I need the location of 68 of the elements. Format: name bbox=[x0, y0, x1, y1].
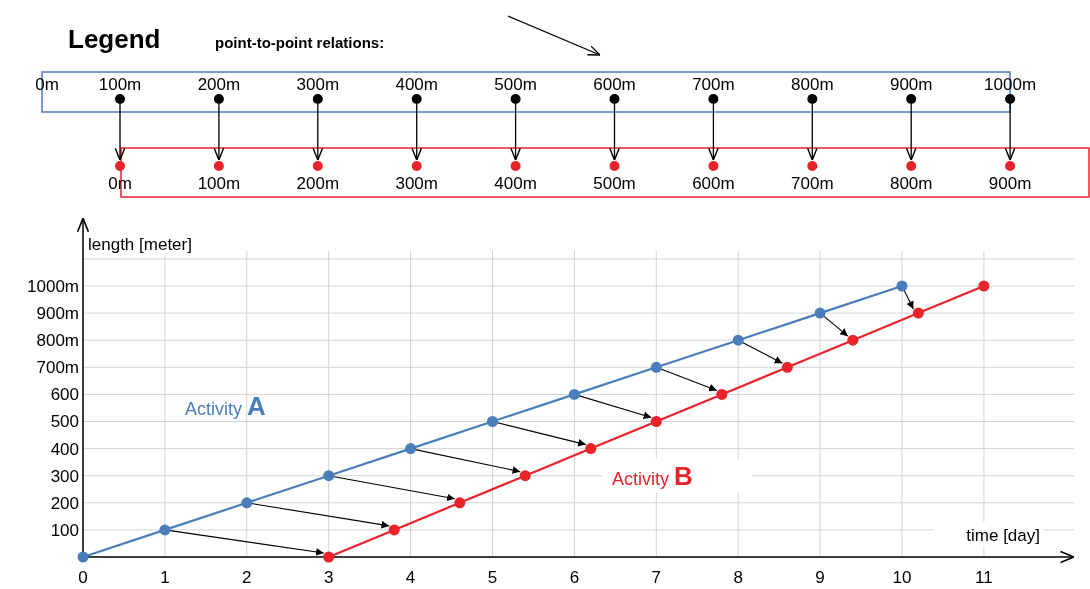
x-tick-label: 2 bbox=[242, 568, 252, 587]
point bbox=[323, 470, 335, 482]
x-axis-title: time [day] bbox=[966, 526, 1040, 545]
text: 800m bbox=[889, 174, 933, 193]
y-tick-label: 500 bbox=[50, 412, 79, 432]
x-tick-label: 11 bbox=[975, 568, 993, 587]
y-tick-label: 600 bbox=[50, 385, 79, 405]
point bbox=[732, 334, 744, 346]
text: 100m bbox=[98, 75, 142, 94]
point bbox=[814, 307, 826, 319]
x-tick-label: 4 bbox=[405, 568, 416, 587]
series-label: Activity B bbox=[612, 461, 693, 491]
x-tick-label: 3 bbox=[323, 568, 334, 587]
point bbox=[487, 416, 498, 427]
point bbox=[650, 416, 662, 427]
text: 200m bbox=[296, 174, 340, 193]
text: 600m bbox=[593, 75, 636, 94]
point bbox=[454, 497, 466, 509]
y-tick-label: 200 bbox=[50, 493, 79, 513]
point bbox=[912, 307, 924, 319]
point bbox=[405, 443, 417, 455]
x-tick-label: 5 bbox=[487, 568, 498, 587]
y-tick-label: 100 bbox=[50, 520, 79, 540]
point bbox=[519, 470, 531, 482]
y-tick-label: 700m bbox=[36, 358, 79, 378]
y-tick-label: 1000m bbox=[27, 276, 79, 296]
text: 1000m bbox=[984, 75, 1037, 94]
x-tick-label: 10 bbox=[892, 568, 912, 587]
text: 500m bbox=[494, 75, 537, 94]
text: Activity A bbox=[185, 391, 267, 421]
point bbox=[241, 497, 253, 509]
point bbox=[585, 443, 597, 455]
text: 500m bbox=[593, 174, 636, 193]
y-tick-label: 900m bbox=[36, 304, 79, 324]
x-tick-label: 8 bbox=[733, 568, 743, 587]
text: 700m bbox=[791, 174, 834, 193]
y-tick-label: 400 bbox=[50, 439, 79, 459]
text: 300m bbox=[296, 75, 340, 94]
point bbox=[159, 524, 171, 536]
text: 300m bbox=[395, 174, 438, 193]
y-tick-label: 800m bbox=[36, 331, 79, 351]
x-tick-label: 1 bbox=[160, 568, 170, 587]
text: 100m bbox=[197, 174, 241, 193]
point bbox=[896, 280, 908, 292]
text: 200m bbox=[197, 75, 241, 94]
point bbox=[568, 388, 580, 400]
text: point-to-point relations: bbox=[215, 34, 385, 51]
point bbox=[650, 361, 662, 373]
text: 900m bbox=[889, 75, 933, 94]
text: 900m bbox=[988, 174, 1032, 193]
text: 0m bbox=[35, 75, 59, 94]
text: 800m bbox=[791, 75, 834, 94]
point bbox=[781, 361, 793, 373]
text: Legend bbox=[68, 24, 161, 54]
y-axis-title: length [meter] bbox=[88, 235, 192, 254]
text: 600m bbox=[692, 174, 735, 193]
y-tick-label: 300 bbox=[50, 466, 79, 486]
x-tick-label: 0 bbox=[78, 568, 88, 587]
x-tick-label: 9 bbox=[815, 568, 825, 587]
text: 700m bbox=[692, 75, 735, 94]
point bbox=[388, 524, 400, 536]
x-tick-label: 7 bbox=[651, 568, 662, 587]
point bbox=[978, 280, 990, 292]
point bbox=[847, 334, 859, 346]
text: 400m bbox=[494, 174, 537, 193]
x-tick-label: 6 bbox=[569, 568, 580, 587]
point bbox=[716, 388, 728, 400]
text: 400m bbox=[395, 75, 438, 94]
